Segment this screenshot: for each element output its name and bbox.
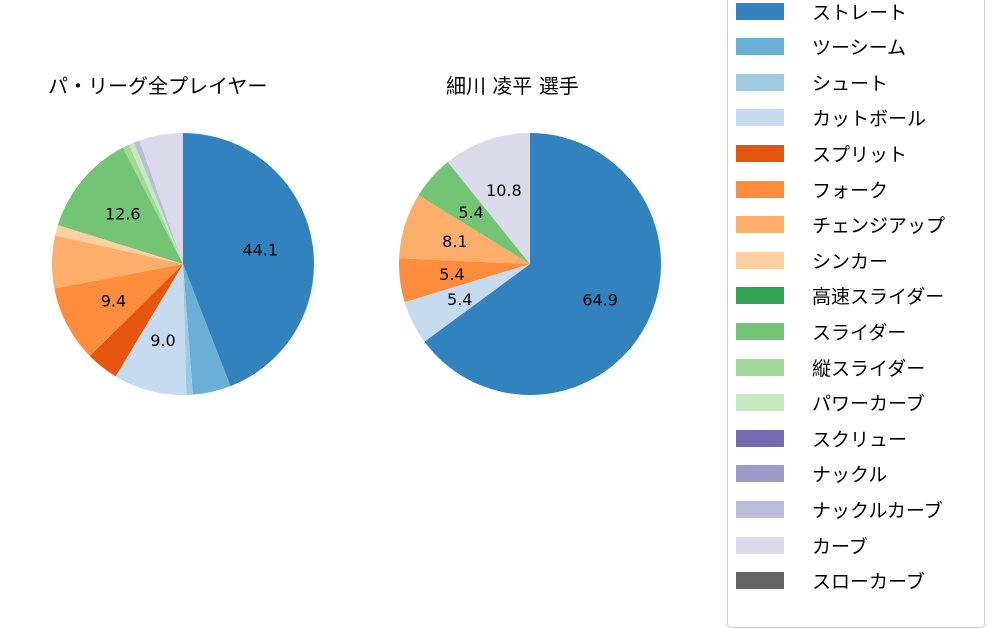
pie-slice xyxy=(54,264,183,357)
legend-label: チェンジアップ xyxy=(812,215,946,238)
legend-item: パワーカーブ xyxy=(736,391,925,415)
legend-label: スプリット xyxy=(812,143,908,166)
legend-label: カーブ xyxy=(812,535,868,558)
slice-value-label: 10.8 xyxy=(486,181,522,200)
pie-slice xyxy=(57,147,183,264)
legend-swatch xyxy=(736,429,784,447)
legend-swatch xyxy=(736,109,784,127)
legend-item: スクリュー xyxy=(736,426,908,451)
pie-slice xyxy=(139,133,183,264)
legend-swatch xyxy=(736,144,784,162)
legend-item: ツーシーム xyxy=(736,35,906,59)
pie-slice xyxy=(134,140,183,264)
pie-slice xyxy=(183,133,315,387)
legend-swatch xyxy=(736,180,784,198)
legend-item: チェンジアップ xyxy=(736,213,945,237)
legend-label: パワーカーブ xyxy=(812,393,925,416)
legend-swatch xyxy=(736,38,784,56)
legend-label: フォーク xyxy=(812,179,889,202)
legend-item: ナックルカーブ xyxy=(736,497,943,522)
legend-item: スローカーブ xyxy=(736,569,925,593)
legend-label: カットボール xyxy=(812,108,927,131)
legend-label: ナックル xyxy=(812,464,888,487)
right-chart-title: 細川 凌平 選手 xyxy=(446,74,579,98)
slice-value-label: 5.4 xyxy=(439,265,464,284)
pie-slice xyxy=(404,264,530,342)
legend: ストレートツーシームシュートカットボール スプリットフォークチェンジアップ シンカー… xyxy=(727,0,985,628)
pie-slice xyxy=(418,162,530,264)
slice-value-label: 9.0 xyxy=(150,331,175,350)
legend-item: ナックル xyxy=(736,462,887,486)
legend-swatch xyxy=(736,572,784,590)
legend-item: フォーク xyxy=(736,177,889,202)
slice-value-label: 9.4 xyxy=(101,292,126,311)
legend-label: スクリュー xyxy=(812,428,908,451)
legend-label: ナックルカーブ xyxy=(812,499,943,522)
pie-league-all: 44.1 9.0 9.4 12.6 xyxy=(51,133,315,395)
pie-slice xyxy=(447,133,530,264)
pie-hosokawa: 64.95.45.48.15.410.8 xyxy=(399,133,661,395)
slice-value-label: 12.6 xyxy=(105,205,141,224)
legend-item: シンカー xyxy=(736,248,889,273)
legend-swatch xyxy=(736,465,784,483)
pie-slice xyxy=(399,195,530,264)
legend-swatch xyxy=(736,500,784,518)
pie-slice xyxy=(183,264,193,395)
legend-swatch xyxy=(736,251,784,269)
legend-item: カーブ xyxy=(736,533,868,558)
legend-label: スローカーブ xyxy=(812,571,925,594)
legend-swatch xyxy=(736,2,784,20)
legend-swatch xyxy=(736,73,784,91)
legend-swatch xyxy=(736,394,784,412)
legend-item: 高速スライダー xyxy=(736,284,944,308)
pie-slice xyxy=(399,258,530,303)
legend-swatch xyxy=(736,287,784,305)
legend-item: シュート xyxy=(736,70,889,95)
legend-swatch xyxy=(736,216,784,234)
slice-value-label: 44.1 xyxy=(242,241,278,260)
legend-swatch xyxy=(736,358,784,376)
slice-value-label: 5.4 xyxy=(447,290,472,309)
legend-label: ストレート xyxy=(812,1,908,24)
legend-label: 縦スライダー xyxy=(812,357,926,380)
left-chart-title: パ・リーグ全プレイヤー xyxy=(48,74,268,98)
pie-slice xyxy=(128,142,183,264)
pie-slice xyxy=(183,264,231,395)
pie-slice xyxy=(55,225,183,264)
pie-slice xyxy=(51,235,183,289)
pie-slice xyxy=(424,133,661,395)
legend-item: カットボール xyxy=(736,106,926,130)
legend-label: シュート xyxy=(812,72,889,95)
legend-label: シンカー xyxy=(812,250,889,273)
legend-label: スライダー xyxy=(812,321,907,344)
legend-item: スライダー xyxy=(736,319,907,344)
slice-value-label: 5.4 xyxy=(458,203,483,222)
legend-label: 高速スライダー xyxy=(812,286,945,309)
slice-value-label: 8.1 xyxy=(442,232,467,251)
pie-charts: 44.19.09.412.6 64.95.45.48.15.410.8 xyxy=(51,133,661,395)
legend-swatch xyxy=(736,322,784,340)
pie-slice xyxy=(89,264,183,377)
pie-slice xyxy=(122,144,183,264)
legend-item: ストレート xyxy=(736,0,908,24)
slice-value-label: 64.9 xyxy=(582,290,618,309)
legend-item: スプリット xyxy=(736,141,908,166)
pie-slice xyxy=(115,264,187,395)
legend-label: ツーシーム xyxy=(812,37,907,60)
legend-swatch xyxy=(736,536,784,554)
legend-item: 縦スライダー xyxy=(736,355,926,380)
